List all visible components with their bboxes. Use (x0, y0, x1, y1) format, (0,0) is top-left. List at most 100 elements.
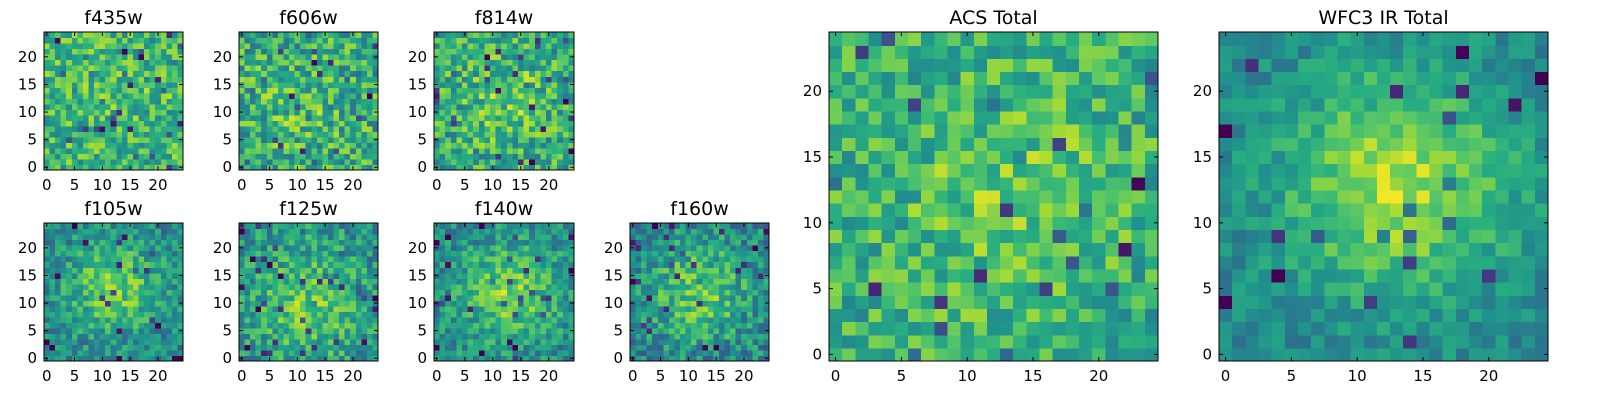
heatmap-cell (272, 278, 279, 285)
heatmap-cell (512, 283, 519, 290)
y-tick-label: 0 (222, 158, 232, 176)
heatmap-cell (71, 234, 78, 241)
heatmap-cell (450, 153, 457, 160)
heatmap-cell (82, 98, 90, 105)
heatmap-cell (523, 54, 530, 61)
heatmap-cell (473, 147, 480, 155)
heatmap-cell (116, 81, 123, 88)
heatmap-cell (696, 223, 703, 230)
heatmap-cell (350, 87, 357, 94)
heatmap-cell (439, 87, 446, 94)
heatmap-cell (316, 355, 323, 362)
heatmap-cell (311, 114, 318, 121)
heatmap-cell (66, 158, 73, 166)
heatmap-cell (294, 131, 301, 138)
heatmap-cell (523, 65, 530, 72)
heatmap-cell (523, 142, 530, 149)
heatmap-cell (250, 59, 257, 66)
heatmap-cell (546, 76, 553, 83)
heatmap-cell (289, 311, 296, 318)
heatmap-cell (557, 300, 564, 307)
heatmap-cell (735, 234, 742, 241)
heatmap-cell (674, 245, 681, 252)
heatmap-cell (674, 327, 681, 334)
heatmap-cell (562, 333, 569, 340)
heatmap-cell (71, 245, 78, 252)
heatmap-cell (327, 87, 335, 94)
heatmap-cell (66, 59, 73, 66)
heatmap-cell (668, 250, 676, 257)
heatmap-cell (674, 322, 681, 329)
heatmap-cell (641, 316, 648, 323)
heatmap-cell (434, 114, 441, 121)
heatmap-cell (646, 294, 653, 301)
heatmap-cell (518, 48, 525, 55)
heatmap-cell (540, 267, 547, 274)
heatmap-cell (551, 289, 558, 296)
heatmap-cell (244, 158, 251, 166)
heatmap-cell (361, 70, 368, 77)
heatmap-cell (842, 216, 856, 230)
heatmap-cell (350, 239, 357, 246)
heatmap-cell (255, 114, 262, 121)
heatmap-cell (350, 136, 357, 143)
heatmap-cell (300, 278, 307, 285)
heatmap-cell (635, 234, 642, 241)
heatmap-cell (434, 98, 441, 105)
heatmap-cell (657, 333, 664, 340)
heatmap-cell (60, 59, 67, 66)
heatmap-cell (763, 344, 770, 351)
heatmap-cell (1013, 255, 1027, 270)
heatmap-cell (166, 120, 173, 127)
heatmap-cell (82, 344, 90, 351)
heatmap-cell (467, 70, 474, 77)
heatmap-cell (60, 70, 67, 77)
heatmap-cell (277, 322, 285, 329)
heatmap-cell (674, 355, 681, 362)
heatmap-cell (105, 338, 112, 346)
heatmap-cell (947, 308, 962, 323)
heatmap-cell (372, 103, 379, 110)
heatmap-cell (244, 59, 251, 66)
heatmap-cell (266, 311, 273, 318)
heatmap-cell (557, 234, 564, 241)
heatmap-cell (88, 278, 95, 285)
heatmap-cell (735, 272, 742, 279)
heatmap-cell (439, 316, 446, 323)
heatmap-cell (523, 92, 530, 99)
heatmap-cell (724, 267, 731, 274)
heatmap-cell (763, 311, 770, 318)
heatmap-cell (1065, 321, 1080, 336)
heatmap-cell (1013, 334, 1027, 349)
heatmap-cell (730, 239, 737, 246)
heatmap-cell (456, 338, 463, 346)
heatmap-cell (333, 305, 340, 312)
heatmap-cell (149, 70, 156, 77)
heatmap-cell (110, 250, 117, 257)
heatmap-cell (534, 322, 541, 329)
heatmap-cell (105, 267, 112, 274)
heatmap-cell (735, 338, 742, 346)
heatmap-cell (300, 267, 307, 274)
heatmap-cell (518, 37, 525, 44)
heatmap-cell (652, 272, 659, 279)
heatmap-cell (311, 256, 318, 263)
heatmap-cell (261, 338, 268, 346)
heatmap-cell (77, 142, 84, 149)
heatmap-cell (149, 164, 156, 171)
heatmap-cell (116, 316, 123, 323)
heatmap-cell (71, 76, 78, 83)
heatmap-cell (333, 92, 340, 99)
heatmap-cell (641, 355, 648, 362)
heatmap-cell (171, 43, 179, 50)
heatmap-cell (366, 98, 374, 105)
heatmap-cell (473, 87, 480, 94)
heatmap-cell (534, 59, 541, 66)
heatmap-cell (746, 316, 753, 323)
heatmap-cell (434, 289, 441, 296)
heatmap-cell (132, 333, 140, 340)
heatmap-cell (266, 289, 273, 296)
heatmap-cell (551, 283, 558, 290)
heatmap-cell (540, 70, 547, 77)
